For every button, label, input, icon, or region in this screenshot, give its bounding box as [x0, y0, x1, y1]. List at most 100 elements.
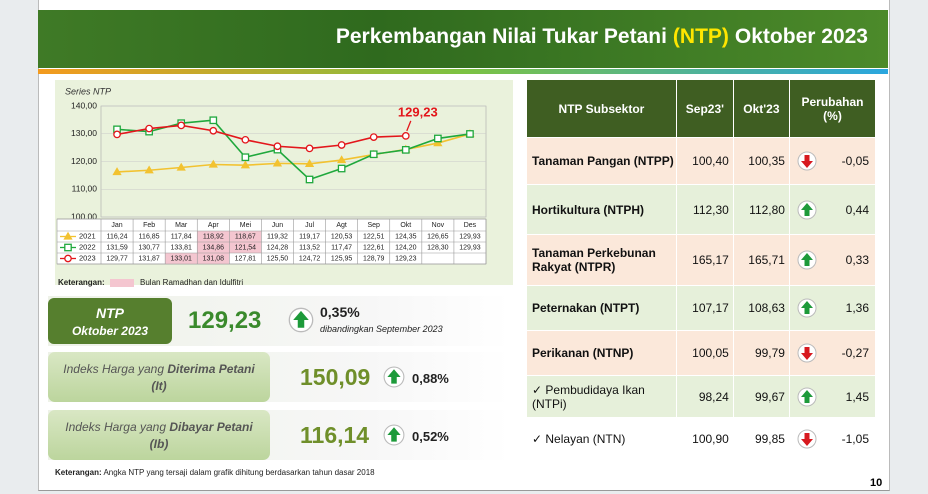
- table-value: 133,01: [170, 255, 192, 262]
- highlight-cell: [197, 231, 230, 242]
- icon-arrow: [800, 389, 813, 403]
- point: [241, 135, 250, 144]
- trend-icon: [797, 298, 817, 318]
- sep-value: 100,90: [676, 417, 734, 460]
- change-value: -0,27: [841, 346, 869, 360]
- y-tick-label: 110,00: [72, 184, 98, 194]
- subsector-table: NTP Subsektor Sep23' Okt'23 Perubahan (%) Ta…: [527, 80, 877, 460]
- table-value: 124,28: [267, 244, 289, 251]
- header-band: Perkembangan Nilai Tukar Petani (NTP) Ok…: [38, 10, 888, 68]
- x-tick-label: Agt: [336, 222, 347, 229]
- table-value: 129,93: [459, 233, 481, 240]
- ntp-period: Oktober 2023: [71, 323, 149, 338]
- table-row: Perikanan (NTNP) 100,05 99,79 -0,27: [527, 330, 877, 376]
- ntp-value: 129,23: [188, 307, 262, 334]
- annotation: 129,23: [398, 104, 438, 119]
- point: [144, 165, 154, 174]
- trend-icon: [288, 307, 314, 333]
- point: [112, 167, 122, 176]
- icon-arrow: [387, 427, 401, 442]
- point: [369, 150, 378, 159]
- okt-value: 100,35: [733, 137, 790, 185]
- y-tick-label: 140,00: [71, 100, 97, 110]
- point: [113, 130, 121, 139]
- trend-icon: [797, 250, 817, 270]
- change-value: 0,33: [845, 253, 869, 267]
- sep-value: 107,17: [676, 285, 734, 331]
- chart-panel: Series NTP 100,00 110,00 120,00 130,00 140,00…: [55, 80, 513, 285]
- change-value: -1,05: [841, 431, 869, 446]
- index-code: (It): [151, 378, 167, 393]
- index-change: 0,88%: [412, 371, 449, 386]
- highlight-cell: [229, 231, 262, 242]
- title: Perkembangan Nilai Tukar Petani (NTP) Ok…: [336, 25, 868, 49]
- table-row: Hortikultura (NTPH) 112,30 112,80 0,44: [527, 184, 877, 235]
- point: [401, 145, 410, 154]
- table-value: 134,86: [203, 244, 225, 251]
- table-value: 116,24: [107, 233, 128, 240]
- sep-value: 100,40: [676, 137, 734, 185]
- point: [337, 164, 346, 173]
- table-value: 113,52: [299, 244, 320, 251]
- index-prefix: Indeks Harga yang: [63, 361, 164, 376]
- point: [177, 121, 186, 130]
- change-cell: -0,05: [789, 137, 877, 185]
- title-text: Oktober 2023: [734, 25, 868, 48]
- index-prefix: Indeks Harga yang: [65, 419, 166, 434]
- point: [434, 134, 442, 143]
- x-tick-label: Jan: [111, 222, 122, 229]
- table-header: NTP Subsektor Sep23' Okt'23 Perubahan (%): [527, 80, 877, 138]
- index-emphasis: Diterima Petani: [167, 361, 255, 376]
- point: [209, 116, 218, 125]
- title-text: Perkembangan Nilai Tukar Petani: [335, 25, 667, 48]
- annotation-arrow: [406, 120, 412, 132]
- table-value: 119,32: [267, 233, 288, 240]
- column-header: Sep23': [676, 80, 734, 138]
- icon-arrow: [800, 301, 813, 314]
- change-cell: 0,44: [789, 184, 877, 235]
- table-value: 128,79: [363, 255, 385, 262]
- table-value: 129,23: [395, 255, 417, 262]
- subsector-name: Peternakan (NTPT): [527, 285, 677, 331]
- legend-label: 2021: [79, 231, 96, 240]
- okt-value: 99,79: [733, 330, 790, 376]
- highlight-cell: [197, 253, 230, 264]
- color-strip: [38, 69, 888, 74]
- point: [176, 162, 186, 171]
- index-box: Indeks Harga yang Dibayar Petani (Ib): [48, 410, 270, 460]
- index-name: Indeks Harga yang Dibayar Petani: [48, 420, 270, 434]
- index-trend: [383, 366, 405, 393]
- icon-arrow: [800, 202, 813, 216]
- point: [241, 153, 250, 162]
- table-value: 131,87: [138, 255, 160, 262]
- table-value: 125,50: [267, 255, 289, 262]
- change-value: -0,05: [841, 154, 869, 168]
- point: [433, 138, 443, 147]
- table-row: Tanaman Perkebunan Rakyat (NTPR) 165,17 16…: [527, 234, 877, 286]
- table-value: 130,77: [138, 244, 160, 251]
- change-cell: -0,27: [789, 330, 877, 376]
- x-tick-label: Apr: [208, 222, 220, 229]
- point: [369, 133, 378, 141]
- title-highlight: (NTP): [672, 25, 729, 48]
- chart: Series NTP 100,00 110,00 120,00 130,00 140,00…: [56, 86, 487, 265]
- legend-label: 2023: [79, 253, 96, 262]
- table-value: 128,30: [427, 244, 449, 251]
- index-emphasis: Dibayar Petani: [169, 419, 253, 434]
- x-tick-label: Okt: [400, 222, 411, 229]
- subsector-name: Tanaman Pangan (NTPP): [527, 137, 677, 185]
- index-value: 116,14: [300, 422, 370, 448]
- y-tick-label: 130,00: [71, 128, 97, 138]
- table-value: 124,72: [299, 255, 321, 262]
- table-value: 118,92: [203, 233, 224, 240]
- legend-marker: [64, 254, 72, 263]
- column-header: Okt'23: [733, 80, 790, 138]
- table-row: Peternakan (NTPT) 107,17 108,63 1,36: [527, 285, 877, 331]
- table-value: 121,54: [235, 244, 257, 251]
- table-value: 116,85: [139, 233, 160, 240]
- table-value: 127,81: [235, 255, 257, 262]
- point: [208, 159, 218, 168]
- point: [272, 158, 283, 167]
